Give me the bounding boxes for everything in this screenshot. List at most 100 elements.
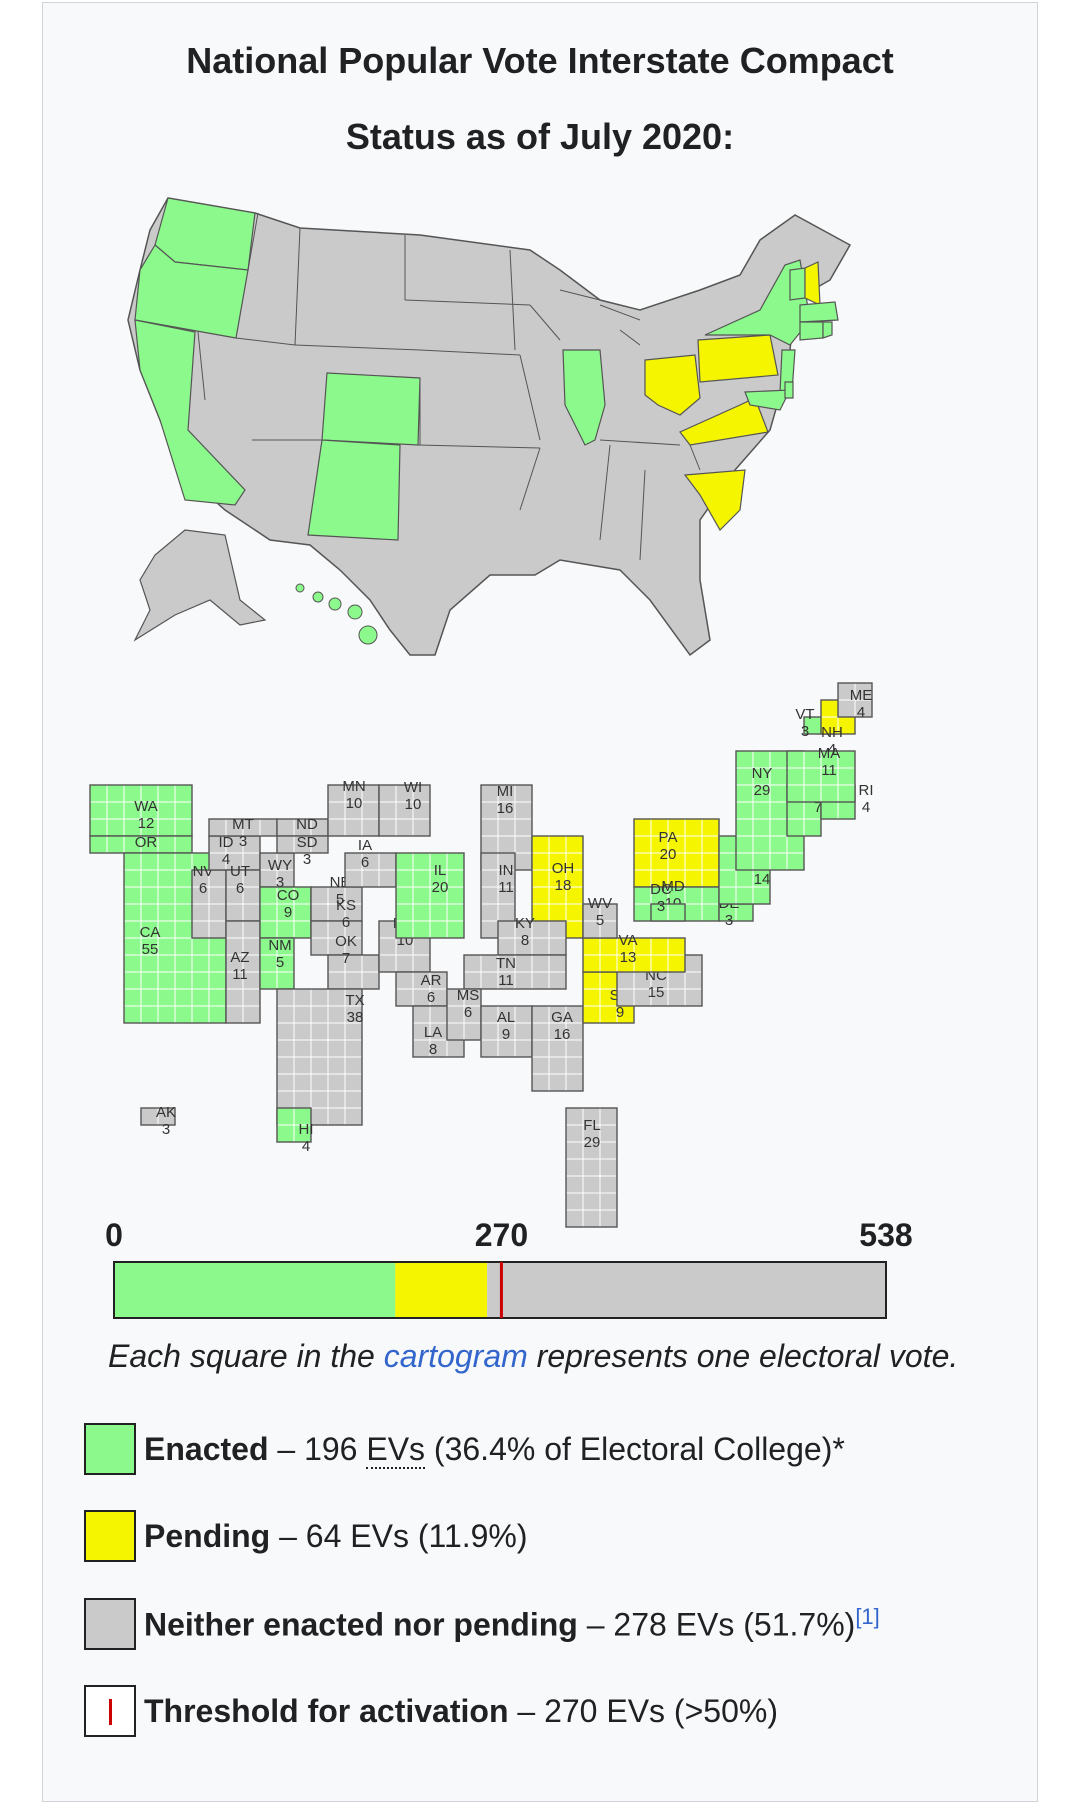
ev-square [157, 937, 176, 956]
ev-square [174, 937, 193, 956]
ev-square [701, 835, 720, 854]
ev-square [191, 954, 210, 973]
ev-square [259, 954, 278, 973]
map-state-ma [799, 301, 839, 323]
cartogram-state-ar: AR6 [395, 971, 448, 1007]
map-border-line [519, 447, 541, 511]
ev-square [293, 1090, 312, 1109]
ev-square [208, 988, 227, 1007]
map-border-line [235, 337, 296, 346]
ev-square [548, 835, 567, 854]
ev-square [514, 1005, 533, 1024]
cartogram-label-ev: 10 [346, 795, 363, 812]
ev-square [599, 1158, 618, 1177]
ev-square [293, 1073, 312, 1092]
cartogram-label-abbr: RI [859, 782, 874, 799]
map-state-de [784, 381, 794, 399]
ev-square [259, 920, 278, 939]
legend-enacted-text: Enacted – 196 EVs (36.4% of Electoral Co… [144, 1430, 845, 1469]
footnote-link[interactable]: [1] [855, 1604, 880, 1630]
ev-square [208, 971, 227, 990]
cartogram-label-ev: 3 [303, 851, 311, 868]
ev-square [361, 971, 380, 990]
cartogram-state-outline [786, 750, 856, 803]
ev-square [735, 852, 754, 871]
map-border-line [509, 249, 516, 351]
ev-square [225, 903, 244, 922]
cartogram-label-ev: 4 [222, 851, 230, 868]
ev-square [684, 869, 703, 888]
ev-square [480, 869, 499, 888]
cartogram-label-abbr: IA [358, 837, 372, 854]
cartogram-label-abbr: VA [619, 932, 638, 949]
cartogram-label-ev: 16 [497, 800, 514, 817]
ev-square [395, 954, 414, 973]
cartogram-label-ev: 3 [239, 833, 247, 850]
ev-square [616, 988, 635, 1007]
ev-square [310, 988, 329, 1007]
map-state-nm [307, 439, 401, 541]
map-border-line [294, 227, 301, 346]
cartogram-state-sd: SD3 [276, 834, 329, 868]
map-state-nh [804, 261, 821, 306]
cartogram-label-abbr: OK [335, 933, 357, 950]
ev-square [650, 954, 669, 973]
cartogram-label-ev: 6 [427, 989, 435, 1006]
ev-square [208, 903, 227, 922]
cartogram-label-abbr: NV [193, 863, 214, 880]
legend-enacted: Enacted – 196 EVs (36.4% of Electoral Co… [84, 1421, 845, 1477]
cartogram-label-abbr: CO [277, 887, 300, 904]
cartogram-state-wy: WY3 [259, 852, 295, 891]
caption-text-after: represents one electoral vote. [527, 1338, 959, 1374]
ev-square [429, 903, 448, 922]
ev-square [174, 903, 193, 922]
ev-abbreviation[interactable]: EVs [366, 1430, 426, 1469]
map-state-ca [134, 319, 246, 506]
cartogram-link[interactable]: cartogram [383, 1338, 528, 1374]
map-border-line [529, 304, 561, 341]
ev-square [123, 920, 142, 939]
cartogram-label-abbr: LA [424, 1024, 442, 1041]
ev-square [837, 801, 856, 820]
cartogram-label-abbr: GA [551, 1009, 573, 1026]
ev-square [174, 869, 193, 888]
ev-square [565, 1073, 584, 1092]
map-state-va [679, 397, 769, 446]
ev-square [412, 869, 431, 888]
ev-square [684, 818, 703, 837]
chart-title: National Popular Vote Interstate Compact [186, 40, 894, 81]
ev-square [89, 818, 108, 837]
cartogram-label-ev: 9 [502, 1026, 510, 1043]
ev-square [344, 869, 363, 888]
map-border-line [599, 439, 681, 446]
ev-square [548, 937, 567, 956]
ev-square [497, 835, 516, 854]
ev-square [276, 1039, 295, 1058]
ev-square [667, 937, 686, 956]
ev-square [174, 954, 193, 973]
ev-square [531, 971, 550, 990]
cartogram-label-abbr: OR [135, 834, 158, 851]
map-border-line [197, 331, 206, 401]
ev-square [395, 869, 414, 888]
cartogram-state-outline [378, 784, 431, 837]
ev-square [565, 903, 584, 922]
ev-square [293, 1039, 312, 1058]
ev-square [378, 784, 397, 803]
ev-square [480, 1005, 499, 1024]
ev-square [140, 988, 159, 1007]
cartogram-label-ev: 3 [657, 898, 665, 915]
ev-square [718, 835, 737, 854]
ev-square [480, 920, 499, 939]
ev-square [361, 954, 380, 973]
cartogram-label-abbr: TN [496, 955, 516, 972]
map-state-co [321, 372, 421, 446]
ev-square [480, 801, 499, 820]
ev-square [786, 835, 805, 854]
cartogram-state-co: CO9 [259, 886, 312, 939]
